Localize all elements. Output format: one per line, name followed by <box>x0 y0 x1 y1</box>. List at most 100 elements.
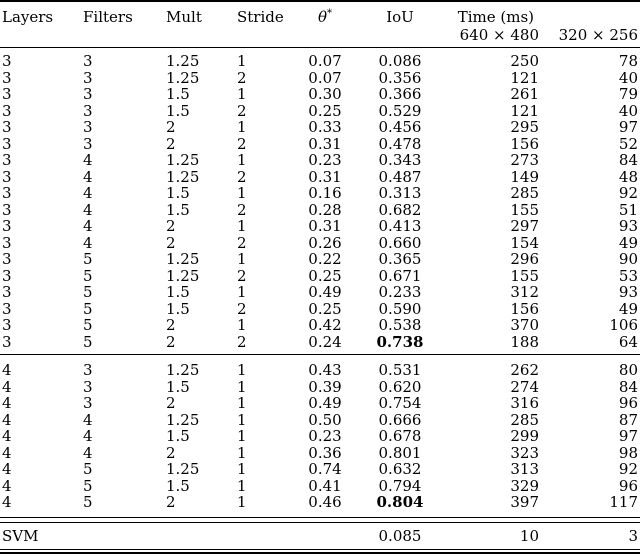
table-row: 3 4 1.25 1 0.23 0.343 273 84 <box>0 152 640 169</box>
cell-mult: 1.25 <box>166 266 200 285</box>
cell-time-320: 93 <box>618 283 638 301</box>
cell-theta: 0.30 <box>308 85 342 103</box>
cell-mult: 1.5 <box>166 200 190 219</box>
cell-iou: 0.754 <box>378 394 422 412</box>
cell-theta: 0.31 <box>308 217 342 235</box>
header-row-1: Layers Filters Mult Stride θ* IoU Time (… <box>0 2 640 27</box>
table-row: 4 3 1.5 1 0.39 0.620 274 84 <box>0 377 640 396</box>
cell-layers: 3 <box>2 250 12 268</box>
table-row: 4 5 2 1 0.46 0.804 397 117 <box>0 494 640 517</box>
cell-layers: 4 <box>2 377 12 396</box>
cell-layers: 3 <box>2 299 12 318</box>
cell-layers: 4 <box>2 361 12 379</box>
cell-filters: 5 <box>83 299 93 318</box>
cell-layers: 4 <box>2 410 12 429</box>
cell-iou: 0.632 <box>378 460 422 478</box>
cell-time-320: 87 <box>618 410 638 429</box>
cell-layers: 3 <box>2 217 12 235</box>
cell-iou: 0.804 <box>376 493 424 511</box>
cell-theta: 0.46 <box>308 493 342 511</box>
cell-time-640: 329 <box>510 476 539 495</box>
cell-mult: 1.5 <box>166 427 190 445</box>
table-row: 3 3 2 1 0.33 0.456 295 97 <box>0 119 640 136</box>
cell-stride: 1 <box>237 476 247 495</box>
cell-iou: 0.678 <box>378 427 422 445</box>
cell-time-640: 262 <box>510 361 539 379</box>
cell-stride: 1 <box>237 118 247 136</box>
cell-theta: 0.43 <box>308 361 342 379</box>
cell-stride: 1 <box>237 493 247 511</box>
cell-time-640: 121 <box>510 68 539 87</box>
cell-iou: 0.590 <box>378 299 422 318</box>
cell-mult: 1.25 <box>166 361 200 379</box>
cell-filters: 4 <box>83 217 93 235</box>
cell-filters: 4 <box>83 200 93 219</box>
header-spacer <box>0 27 450 48</box>
cell-time-640: 274 <box>510 377 539 396</box>
cell-stride: 1 <box>237 394 247 412</box>
cell-iou: 0.660 <box>378 233 422 252</box>
cell-iou: 0.413 <box>378 217 422 235</box>
cell-iou: 0.086 <box>378 52 422 70</box>
cell-theta <box>300 523 350 549</box>
cell-iou: 0.620 <box>378 377 422 396</box>
cell-time-640: 156 <box>510 299 539 318</box>
cell-iou: 0.538 <box>378 316 422 334</box>
table-row: 3 4 1.25 2 0.31 0.487 149 48 <box>0 167 640 186</box>
cell-filters: 3 <box>83 101 93 120</box>
cell-filters: 5 <box>83 332 93 351</box>
table-row: 3 4 2 1 0.31 0.413 297 93 <box>0 218 640 235</box>
cell-mult: 1.5 <box>166 85 190 103</box>
cell-filters: 4 <box>83 151 93 169</box>
table-row: 4 3 2 1 0.49 0.754 316 96 <box>0 395 640 412</box>
cell-stride: 1 <box>237 250 247 268</box>
cell-theta: 0.25 <box>308 266 342 285</box>
cell-theta: 0.28 <box>308 200 342 219</box>
cell-iou: 0.682 <box>378 200 422 219</box>
cell-iou: 0.356 <box>378 68 422 87</box>
col-header-empty <box>542 2 640 27</box>
col-header-res-320: 320 × 256 <box>558 26 638 44</box>
cell-time-640: 295 <box>510 118 539 136</box>
cell-layers: 3 <box>2 101 12 120</box>
cell-mult: 2 <box>166 217 176 235</box>
cell-stride: 1 <box>237 85 247 103</box>
table-row: 4 4 1.25 1 0.50 0.666 285 87 <box>0 410 640 429</box>
cell-theta: 0.74 <box>308 460 342 478</box>
table-row: 3 3 1.25 2 0.07 0.356 121 40 <box>0 68 640 87</box>
cell-time-640: 316 <box>510 394 539 412</box>
cell-iou: 0.529 <box>378 101 422 120</box>
cell-stride: 1 <box>237 316 247 334</box>
cell-iou: 0.343 <box>378 151 422 169</box>
col-header-filters: Filters <box>83 8 133 26</box>
cell-filters: 4 <box>83 427 93 445</box>
cell-filters: 3 <box>83 134 93 153</box>
cell-iou: 0.531 <box>378 361 422 379</box>
cell-filters: 3 <box>83 377 93 396</box>
cell-time-640: 154 <box>510 233 539 252</box>
cell-layers: 3 <box>2 85 12 103</box>
cell-mult: 2 <box>166 316 176 334</box>
table-block-svm: SVM 0.085 10 3 <box>0 523 640 549</box>
cell-mult: 1.25 <box>166 151 200 169</box>
table-row: 3 5 2 2 0.24 0.738 188 64 <box>0 332 640 355</box>
cell-stride: 1 <box>237 361 247 379</box>
col-header-mult: Mult <box>166 8 202 26</box>
cell-theta: 0.31 <box>308 167 342 186</box>
col-header-res-640: 640 × 480 <box>459 26 539 44</box>
cell-time-320: 64 <box>618 332 638 351</box>
cell-time-640: 297 <box>510 217 539 235</box>
cell-mult: 1.25 <box>166 250 200 268</box>
cell-filters: 3 <box>83 394 93 412</box>
cell-time-320: 92 <box>618 184 638 202</box>
cell-time-320: 40 <box>618 101 638 120</box>
cell-filters: 4 <box>83 184 93 202</box>
double-rule-row <box>0 516 640 523</box>
cell-filters: 3 <box>83 68 93 87</box>
cell-time-320: 53 <box>618 266 638 285</box>
cell-time-320: 96 <box>618 476 638 495</box>
cell-theta: 0.25 <box>308 299 342 318</box>
cell-stride: 2 <box>237 233 247 252</box>
table-row: 3 4 2 2 0.26 0.660 154 49 <box>0 233 640 252</box>
